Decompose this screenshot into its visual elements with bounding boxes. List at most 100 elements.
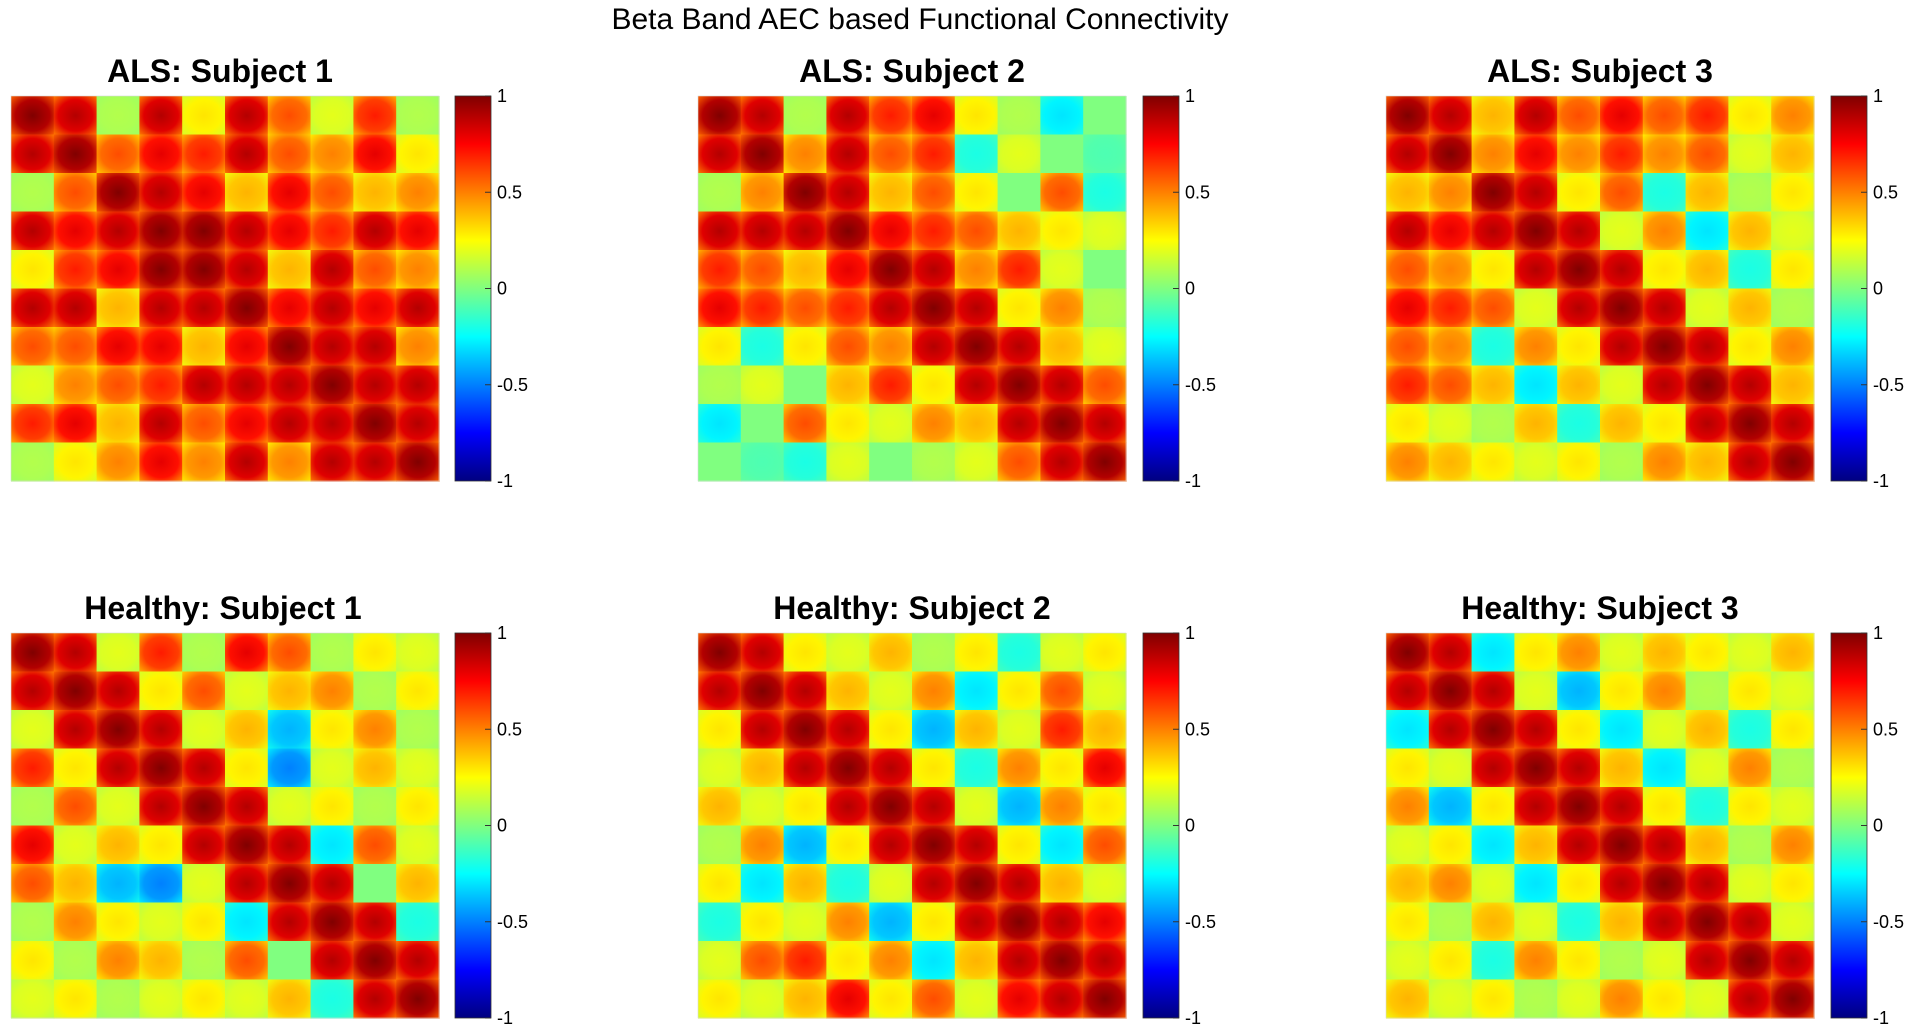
heatmap-cell [1771,173,1815,213]
heatmap-cell [1471,211,1515,251]
heatmap-cell [997,442,1041,482]
panel-healthy-subject-2: Healthy: Subject 2 1 0.5 0 -0.5 -1 [697,590,1216,1028]
heatmap-cell [353,134,397,174]
heatmap-cell [1728,442,1772,482]
heatmap-cell [11,173,55,213]
heatmap-cell [310,979,354,1019]
heatmap-cell [1471,327,1515,367]
heatmap-cell [96,288,140,328]
heatmap-cell [869,825,913,865]
heatmap-cell [698,979,742,1019]
heatmap-cell [353,288,397,328]
heatmap-cell [954,787,999,827]
heatmap-cell [53,211,98,251]
heatmap-cell [139,825,183,865]
heatmap-cell [139,327,183,367]
panel-title: Healthy: Subject 2 [773,590,1050,626]
heatmap-cell [1728,404,1772,444]
heatmap-cell [912,633,956,673]
heatmap-cell [954,173,999,213]
heatmap-cell [182,979,226,1019]
heatmap-cell [396,211,440,251]
heatmap-cell [1728,633,1772,673]
heatmap-cell [869,327,913,367]
heatmap-cell [1600,941,1644,981]
heatmap-cell [353,787,397,827]
heatmap-cell [96,327,140,367]
heatmap-cell [1600,327,1644,367]
heatmap-cell [1514,748,1558,788]
heatmap-cell [783,442,827,482]
heatmap-cell [1600,250,1644,290]
heatmap-cell [826,864,870,904]
heatmap-cell [11,633,55,673]
heatmap-cell [1685,710,1729,750]
heatmap-cell [1728,979,1772,1019]
heatmap-cell [740,404,785,444]
heatmap-cell [96,173,140,213]
heatmap-cell [1557,327,1601,367]
heatmap-cell [1557,288,1601,328]
heatmap-cell [740,96,785,136]
heatmap-cell [1040,787,1084,827]
heatmap-cell [225,404,269,444]
heatmap-cell [1386,134,1430,174]
heatmap-cell [826,941,870,981]
heatmap-cell [954,134,999,174]
heatmap-cell [11,250,55,290]
heatmap-cell [997,902,1041,942]
heatmap-cell [182,748,226,788]
heatmap-cell [997,710,1041,750]
colorbar-tick-label: 0.5 [1185,719,1210,739]
heatmap-cell [912,864,956,904]
heatmap-cell [1083,787,1127,827]
heatmap-cell [1728,250,1772,290]
heatmap-cell [53,365,98,405]
heatmap-cell [1771,979,1815,1019]
colorbar-tick-label: 0 [1185,816,1195,836]
heatmap-cell [353,825,397,865]
heatmap-cell [954,442,999,482]
heatmap-cell [1428,671,1473,711]
heatmap-cell [1600,979,1644,1019]
heatmap-cell [1386,365,1430,405]
heatmap-cell [1771,864,1815,904]
heatmap-cell [53,134,98,174]
panel-als-subject-1: ALS: Subject 1 1 0.5 0 -0.5 -1 [10,53,528,491]
heatmap-cell [1642,211,1687,251]
heatmap-cell [1386,787,1430,827]
heatmap-cell [1557,442,1601,482]
heatmap-cell [740,288,785,328]
heatmap-cell [1471,787,1515,827]
heatmap-cell [1471,902,1515,942]
colorbar-als-subject-2: 1 0.5 0 -0.5 -1 [1142,86,1216,491]
heatmap-cell [954,941,999,981]
heatmap-cell [353,864,397,904]
heatmap-cell [1040,404,1084,444]
heatmap-healthy-subject-2 [697,632,1127,1019]
heatmap-cell [225,979,269,1019]
heatmap-cell [783,710,827,750]
heatmap-cell [1685,864,1729,904]
heatmap-cell [1600,710,1644,750]
colorbar-healthy-subject-2: 1 0.5 0 -0.5 -1 [1142,623,1216,1028]
heatmap-cell [1771,250,1815,290]
heatmap-cell [1471,671,1515,711]
heatmap-cell [997,941,1041,981]
panel-title: Healthy: Subject 3 [1461,590,1738,626]
heatmap-cell [912,825,956,865]
heatmap-cell [1600,902,1644,942]
heatmap-cell [1642,173,1687,213]
heatmap-cell [869,211,913,251]
heatmap-cell [1040,288,1084,328]
heatmap-cell [1083,825,1127,865]
heatmap-cell [353,442,397,482]
heatmap-cell [1471,96,1515,136]
heatmap-cell [1386,96,1430,136]
heatmap-cell [1557,96,1601,136]
heatmap-cell [1083,902,1127,942]
heatmap-cell [310,134,354,174]
colorbar-als-subject-1: 1 0.5 0 -0.5 -1 [454,86,528,491]
heatmap-cell [997,825,1041,865]
heatmap-cell [783,250,827,290]
